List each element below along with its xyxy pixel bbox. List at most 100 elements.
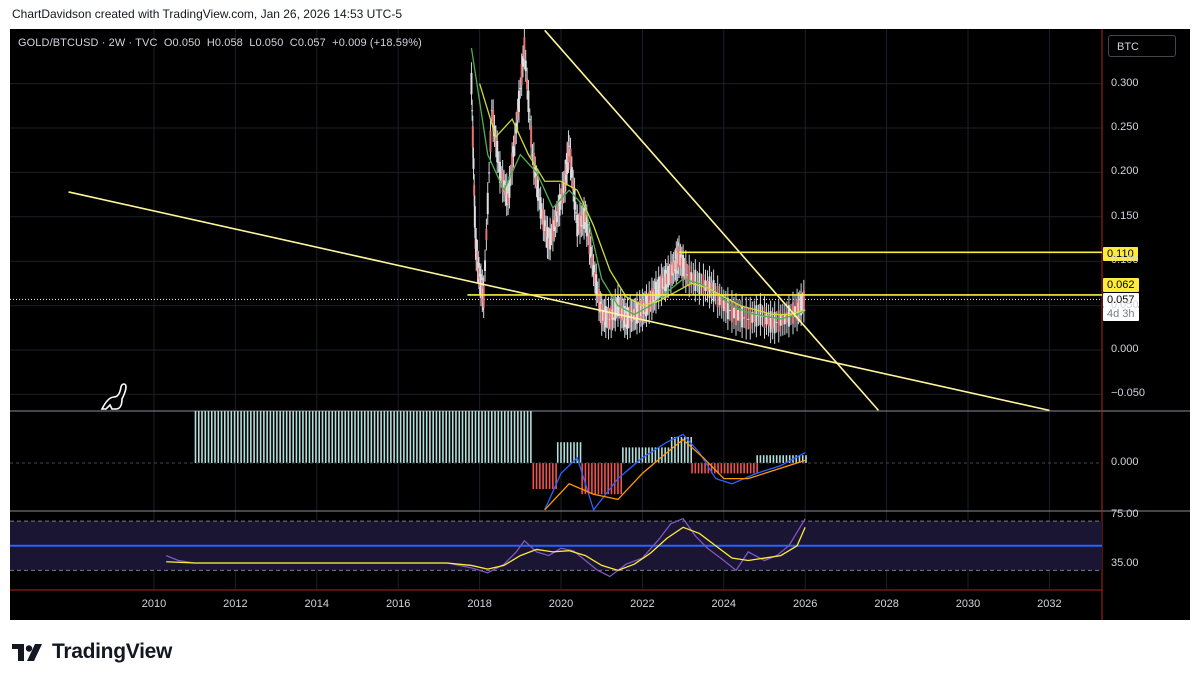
price-candle-body	[649, 301, 652, 303]
macd-histogram-bar	[259, 411, 262, 463]
price-candle-body	[755, 305, 758, 327]
price-candle-body	[749, 307, 752, 329]
macd-histogram-bar	[504, 411, 506, 463]
macd-histogram-bar	[263, 411, 265, 463]
price-candle-body	[527, 90, 530, 113]
chart-area[interactable]: GOLD/BTCUSD · 2W · TVC O0.050 H0.058 L0.…	[10, 29, 1190, 620]
price-candle-body	[741, 306, 744, 328]
price-candle-body	[623, 306, 626, 328]
price-candle-body	[622, 309, 625, 320]
macd-histogram-bar	[227, 411, 229, 463]
price-candle-body	[747, 318, 750, 320]
macd-histogram-bar	[587, 463, 590, 495]
price-candle-body	[679, 254, 682, 266]
price-candle-body	[652, 291, 655, 303]
macd-histogram-bar	[762, 455, 765, 463]
price-tick-label: 0.100	[1111, 254, 1139, 267]
last-price-tag: 0.057	[1103, 293, 1139, 307]
price-candle-body	[477, 267, 480, 279]
macd-histogram-bar	[458, 411, 461, 463]
macd-histogram-bar	[494, 411, 496, 463]
price-candle-body	[501, 170, 504, 192]
macd-histogram-bar	[766, 455, 768, 463]
macd-histogram-bar	[704, 463, 706, 474]
macd-histogram-bar	[422, 411, 425, 463]
macd-histogram-bar	[697, 463, 700, 474]
price-candle-body	[665, 273, 668, 285]
macd-histogram-bar	[201, 411, 203, 463]
macd-histogram-bar	[360, 411, 363, 463]
time-tick-label: 2024	[711, 598, 737, 610]
macd-histogram-bar	[279, 411, 281, 463]
price-candle-body	[668, 274, 671, 276]
price-candle-body	[621, 306, 624, 318]
price-candle-body	[777, 310, 780, 332]
macd-histogram-bar	[746, 463, 749, 474]
price-candle-body	[720, 297, 723, 308]
macd-histogram-bar	[690, 437, 693, 463]
macd-histogram-bar	[591, 463, 593, 495]
macd-histogram-bar	[581, 463, 583, 495]
time-tick-label: 2022	[630, 598, 655, 610]
price-candle-body	[555, 211, 558, 223]
macd-histogram-bar	[243, 411, 246, 463]
macd-histogram-bar	[370, 411, 373, 463]
chart-svg[interactable]	[10, 29, 1190, 620]
macd-histogram-bar	[584, 463, 587, 495]
price-candle-body	[546, 226, 549, 249]
price-candle-body	[539, 197, 542, 219]
legend-symbol: GOLD/BTCUSD · 2W · TVC	[18, 37, 158, 49]
macd-histogram-bar	[214, 411, 216, 463]
macd-histogram-bar	[670, 437, 673, 463]
price-candle-body	[600, 303, 603, 326]
price-candle-body	[505, 183, 508, 206]
price-candle-body	[535, 175, 538, 187]
macd-histogram-bar	[409, 411, 412, 463]
macd-histogram-bar	[276, 411, 278, 463]
currency-button[interactable]: BTC	[1108, 35, 1176, 57]
price-candle-body	[470, 72, 473, 95]
price-candle-body	[584, 211, 587, 223]
macd-histogram-bar	[701, 463, 703, 474]
price-candle-body	[545, 226, 548, 237]
macd-histogram-bar	[785, 455, 788, 463]
brand[interactable]: TradingView	[12, 640, 172, 664]
price-candle-body	[551, 219, 554, 241]
macd-histogram-bar	[468, 411, 470, 463]
macd-histogram-bar	[532, 463, 535, 489]
macd-histogram-bar	[425, 411, 428, 463]
macd-histogram-bar	[573, 442, 575, 463]
price-candle-body	[523, 37, 526, 59]
price-candle-body	[558, 194, 561, 216]
price-candle-body	[789, 314, 792, 316]
macd-histogram-bar	[631, 447, 634, 463]
price-candle-body	[573, 188, 576, 210]
price-candle-body	[585, 215, 588, 237]
price-candle-body	[775, 321, 778, 323]
macd-histogram-bar	[651, 447, 653, 463]
price-candle-body	[522, 56, 525, 67]
price-candle-body	[482, 286, 485, 308]
price-candle-body	[769, 311, 772, 333]
price-candle-body	[672, 262, 675, 274]
price-candle-body	[489, 130, 492, 152]
price-candle-body	[534, 167, 537, 178]
price-candle-body	[490, 110, 493, 112]
macd-histogram-bar	[315, 411, 317, 463]
macd-histogram-bar	[569, 442, 572, 463]
price-candle-body	[593, 272, 596, 283]
price-candle-body	[743, 317, 746, 319]
macd-histogram-bar	[798, 455, 801, 463]
price-candle-body	[500, 176, 503, 178]
signal-line	[544, 438, 806, 511]
macd-tick-label: 0.000	[1111, 456, 1139, 468]
price-candle-body	[503, 180, 506, 192]
macd-histogram-bar	[545, 463, 548, 489]
macd-histogram-bar	[779, 455, 781, 463]
price-candle-body	[794, 306, 797, 317]
brand-name: TradingView	[52, 640, 173, 663]
price-candle-body	[671, 264, 674, 276]
price-candle-body	[759, 303, 762, 326]
price-candle-body	[625, 313, 628, 325]
price-candle-body	[767, 315, 770, 326]
